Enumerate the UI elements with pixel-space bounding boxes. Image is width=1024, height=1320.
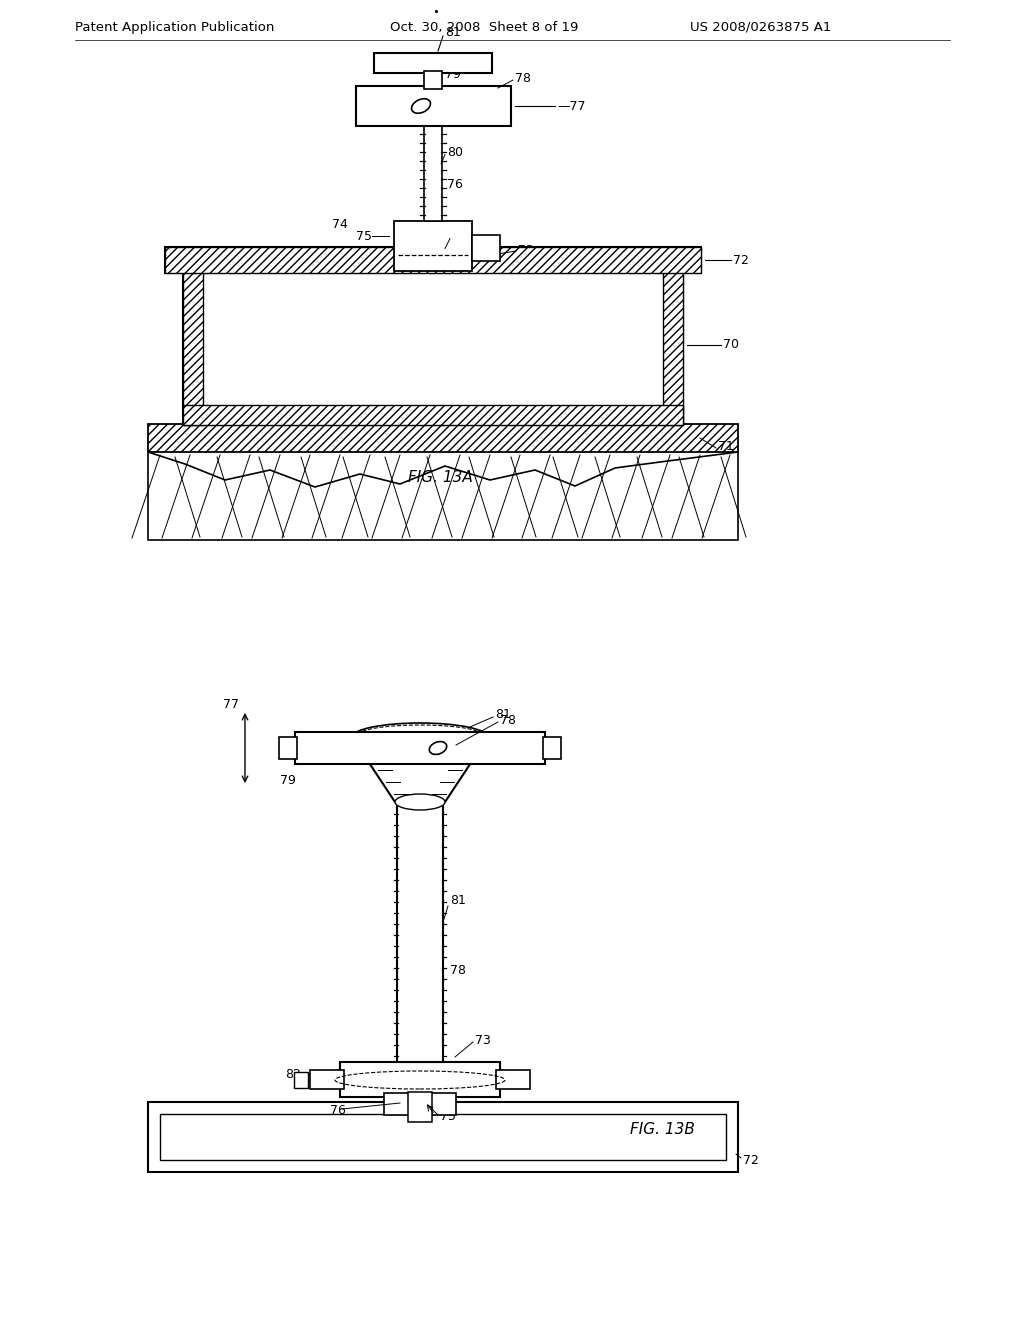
Bar	[148, 1102, 738, 1172]
Text: 74: 74	[332, 219, 348, 231]
Bar	[183, 405, 683, 425]
Bar	[160, 1114, 726, 1160]
Text: 76: 76	[330, 1105, 346, 1118]
Bar	[384, 1093, 456, 1115]
Text: 72: 72	[743, 1154, 759, 1167]
Bar	[424, 125, 442, 220]
Bar	[424, 71, 442, 88]
Text: Patent Application Publication: Patent Application Publication	[75, 21, 274, 33]
Text: 78: 78	[515, 71, 531, 84]
Text: 79: 79	[449, 1072, 464, 1084]
Bar	[374, 53, 492, 73]
Bar	[394, 220, 472, 271]
Bar	[148, 424, 738, 451]
Text: FIG. 13B: FIG. 13B	[630, 1122, 695, 1137]
Text: 75: 75	[440, 1110, 456, 1123]
Bar	[183, 265, 203, 425]
Text: 77: 77	[223, 697, 239, 710]
Polygon shape	[352, 737, 488, 803]
Bar	[397, 803, 443, 1063]
Text: 79: 79	[445, 69, 461, 82]
Bar	[295, 733, 545, 764]
Bar	[183, 265, 683, 425]
Bar	[340, 1063, 500, 1097]
Bar	[279, 737, 297, 759]
Text: 80: 80	[447, 147, 463, 160]
Text: 78: 78	[451, 228, 467, 242]
Bar	[663, 265, 683, 425]
Polygon shape	[148, 451, 738, 540]
Bar	[165, 247, 701, 273]
Text: US 2008/0263875 A1: US 2008/0263875 A1	[690, 21, 831, 33]
Text: 70: 70	[723, 338, 739, 351]
Text: Oct. 30, 2008  Sheet 8 of 19: Oct. 30, 2008 Sheet 8 of 19	[390, 21, 579, 33]
Text: 78: 78	[450, 965, 466, 978]
Bar	[408, 1092, 432, 1122]
Text: 71: 71	[718, 441, 734, 454]
Bar	[543, 737, 561, 759]
Text: 73: 73	[475, 1034, 490, 1047]
Text: 76: 76	[447, 178, 463, 191]
Ellipse shape	[412, 99, 430, 114]
Bar	[356, 86, 511, 125]
Text: 72: 72	[733, 253, 749, 267]
Bar	[496, 1071, 530, 1089]
Bar	[310, 1071, 344, 1089]
Text: 81: 81	[450, 895, 466, 907]
Text: FIG. 13A: FIG. 13A	[408, 470, 472, 486]
Ellipse shape	[429, 742, 446, 755]
Ellipse shape	[395, 795, 445, 810]
Text: 75: 75	[356, 230, 372, 243]
Bar	[294, 1072, 308, 1088]
Text: 79: 79	[280, 774, 296, 787]
Text: 78: 78	[500, 714, 516, 726]
Text: 81: 81	[495, 709, 511, 722]
Ellipse shape	[352, 723, 488, 751]
Text: 73: 73	[518, 244, 534, 257]
Bar	[165, 247, 701, 273]
Text: 82: 82	[285, 1068, 301, 1081]
Text: —77: —77	[557, 99, 586, 112]
Bar	[472, 235, 500, 261]
Text: 81: 81	[445, 26, 461, 40]
